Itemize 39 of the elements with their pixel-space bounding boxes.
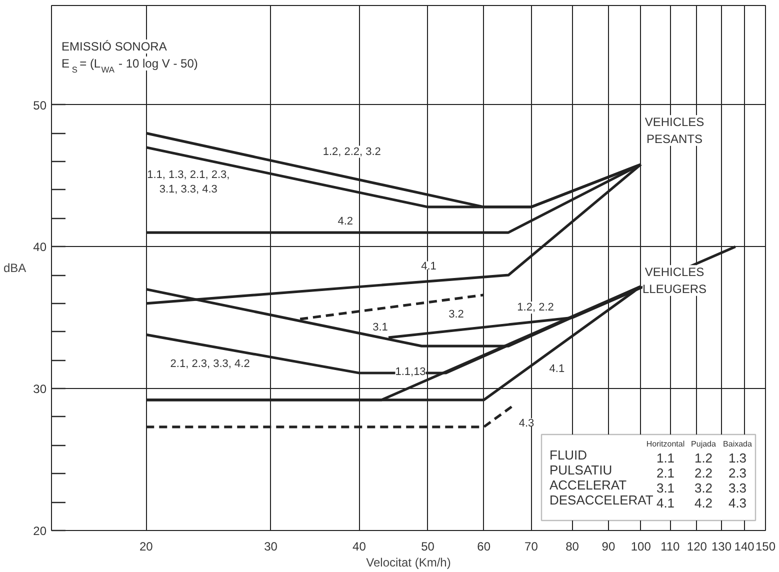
text: EMISSIÓ SONORA: [62, 40, 167, 54]
text: FLUID 1.1 1.2 1.3: [550, 448, 747, 466]
series-label: 3.2: [448, 308, 464, 321]
y-tick-label: 20: [33, 524, 47, 538]
series-label: 1.1,13: [395, 366, 426, 378]
x-tick-label: 120: [686, 540, 708, 554]
series-label: 4.2: [338, 216, 354, 228]
x-tick-label: 50: [421, 540, 435, 554]
x-tick-label: 140: [734, 540, 755, 554]
series-label: 1.2, 2.2: [517, 302, 554, 314]
x-tick-label: 20: [139, 540, 154, 554]
x-tick-label: 80: [566, 540, 580, 554]
x-tick-label: 150: [755, 540, 776, 554]
x-tick-label: 130: [712, 540, 732, 554]
series-label: 2.1, 2.3, 3.3, 4.2: [170, 358, 250, 370]
x-tick-label: 70: [524, 540, 538, 554]
series-label: 3.1: [372, 322, 388, 334]
series-label: 1.1, 1.3, 2.1, 2.3, 3.1, 3.3, 4.3: [147, 169, 230, 196]
y-axis-title: dBA: [3, 261, 26, 275]
x-tick-label: 30: [264, 540, 278, 554]
x-tick-label: 110: [660, 540, 680, 554]
x-tick-label: 40: [352, 540, 366, 554]
text: DESACCELERAT 4.1 4.2 4.3: [550, 492, 747, 510]
annotation: VEHICLES LLEUGERS: [642, 265, 707, 296]
series-label: 1.2, 2.2, 3.2: [322, 146, 381, 158]
y-tick-label: 40: [33, 240, 47, 254]
annotation: VEHICLES PESANTS: [644, 115, 704, 146]
series-label: 4.1: [549, 362, 565, 375]
series-label: 4.3: [518, 417, 534, 430]
text: PULSATIU 2.1 2.2 2.3: [550, 462, 747, 480]
series-label: 4.1: [421, 260, 436, 272]
annotation: Horitzontal Pujada Baixada: [646, 440, 753, 448]
x-tick-label: 60: [477, 540, 491, 554]
text: ACCELERAT 3.1 3.2 3.3: [550, 478, 747, 496]
y-tick-label: 30: [33, 382, 47, 396]
x-tick-label: 90: [602, 540, 616, 554]
x-axis-title: Velocitat (Km/h): [366, 556, 451, 570]
y-tick-label: 50: [33, 98, 47, 112]
x-tick-label: 100: [630, 540, 652, 554]
